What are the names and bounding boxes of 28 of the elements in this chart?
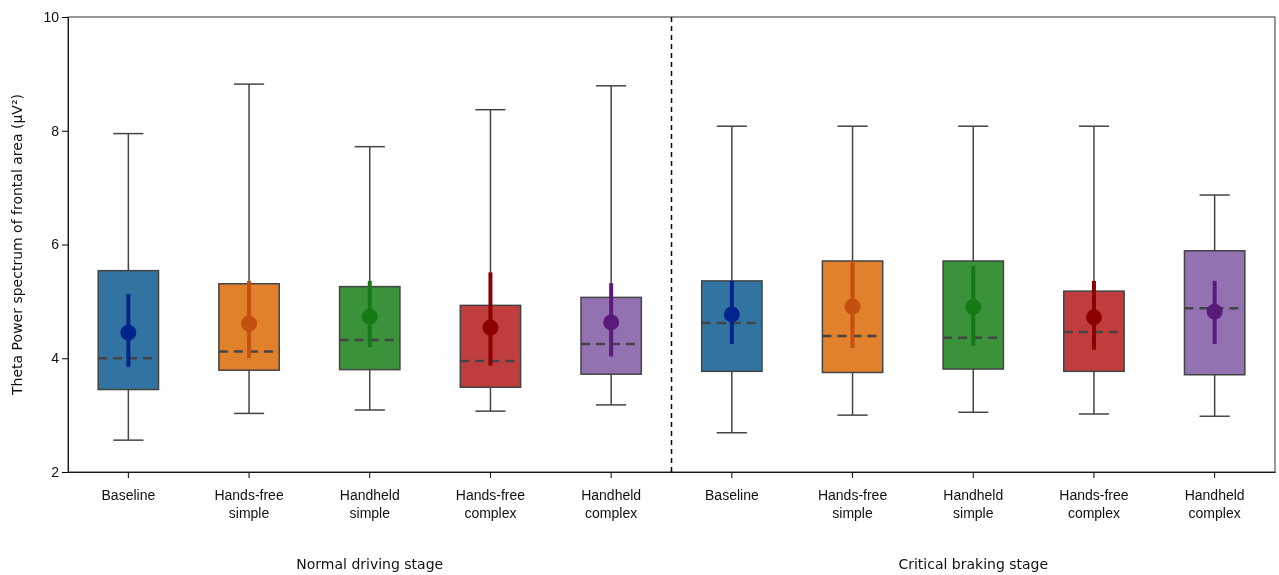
x-tick-label: Handheld complex <box>581 486 642 522</box>
x-tick-label: Hands-free complex <box>1059 486 1129 522</box>
point <box>723 306 740 323</box>
x-tick-label: Hands-free complex <box>455 486 526 522</box>
y-tick-label: 8 <box>51 122 60 139</box>
point <box>120 324 137 341</box>
point <box>482 319 499 336</box>
text: Normal driving stage <box>296 556 444 572</box>
x-tick-label: Baseline <box>705 486 759 503</box>
y-tick-label: 10 <box>43 8 60 25</box>
point <box>844 298 861 315</box>
y-axis-title: Theta Power spectrum of frontal area (μV²) <box>9 94 25 396</box>
point <box>361 308 378 325</box>
y-tick-label: 6 <box>51 236 60 253</box>
point <box>965 299 982 316</box>
point <box>1085 309 1102 326</box>
y-tick-label: 4 <box>51 350 60 367</box>
x-tick-label: Handheld simple <box>943 486 1004 522</box>
text: Critical braking stage <box>898 556 1049 572</box>
x-tick-label: Handheld complex <box>1184 486 1245 522</box>
point <box>1206 303 1223 320</box>
x-tick-label: Hands-free simple <box>817 486 888 522</box>
y-tick-label: 2 <box>51 463 60 480</box>
x-tick-label: Baseline <box>101 486 156 503</box>
point <box>241 315 258 332</box>
x-tick-label: Hands-free simple <box>214 486 284 522</box>
x-tick-label: Handheld simple <box>339 486 400 522</box>
point <box>603 314 620 331</box>
